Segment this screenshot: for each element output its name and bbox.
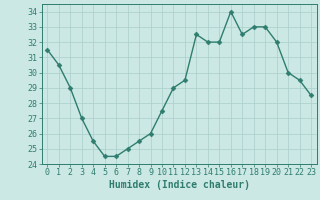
X-axis label: Humidex (Indice chaleur): Humidex (Indice chaleur) bbox=[109, 180, 250, 190]
